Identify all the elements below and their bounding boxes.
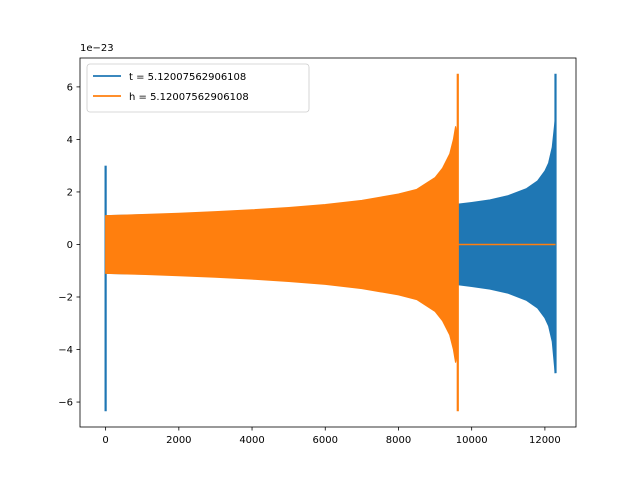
x-tick-label: 8000 bbox=[386, 435, 411, 446]
y-tick-label: 0 bbox=[67, 240, 73, 251]
axes-frame bbox=[79, 57, 577, 428]
y-tick-label: 6 bbox=[67, 82, 73, 93]
legend-label: h = 5.12007562906108 bbox=[129, 92, 249, 103]
series-1-spike-1 bbox=[104, 165, 107, 412]
y-tick-label: −6 bbox=[58, 398, 73, 409]
x-tick-label: 10000 bbox=[456, 435, 488, 446]
x-tick-label: 12000 bbox=[529, 435, 561, 446]
legend: t = 5.12007562906108 h = 5.12007562906108 bbox=[86, 63, 310, 113]
legend-box bbox=[86, 63, 310, 113]
x-tick-label: 2000 bbox=[166, 435, 191, 446]
legend-entry-1: t = 5.12007562906108 bbox=[93, 72, 246, 83]
y-tick-label: 2 bbox=[67, 187, 73, 198]
y-axis: −6 −4 −2 0 2 4 6 bbox=[58, 82, 80, 409]
series-2-spike-1 bbox=[456, 73, 459, 412]
y-tick-label: 4 bbox=[67, 135, 73, 146]
y-tick-label: −4 bbox=[58, 345, 73, 356]
series-layer bbox=[104, 73, 557, 412]
x-tick-label: 0 bbox=[102, 435, 108, 446]
y-offset-label: 1e−23 bbox=[80, 43, 114, 54]
x-tick-label: 6000 bbox=[313, 435, 338, 446]
y-tick-label: −2 bbox=[58, 292, 73, 303]
legend-label: t = 5.12007562906108 bbox=[129, 72, 246, 83]
series-2 bbox=[105, 73, 556, 412]
series-1-spike-2 bbox=[554, 73, 557, 374]
x-axis: 0 2000 4000 6000 8000 10000 12000 bbox=[102, 427, 561, 446]
x-tick-label: 4000 bbox=[239, 435, 264, 446]
legend-entry-2: h = 5.12007562906108 bbox=[93, 92, 249, 103]
